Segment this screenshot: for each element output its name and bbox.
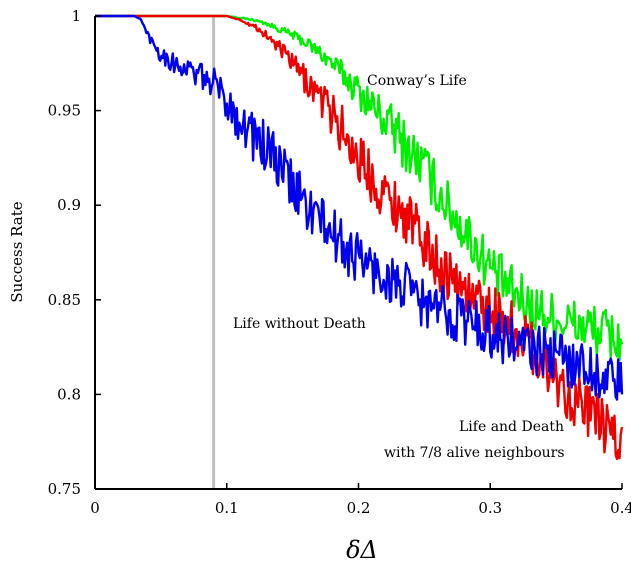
x-tick-label: 0.3: [478, 499, 502, 517]
annotation-life-without-death: Life without Death: [233, 316, 366, 332]
series-layer: [95, 14, 624, 461]
ticks-layer: 0 0.1 0.2 0.3 0.4 0.75 0.8 0.85 0.9 0.95 1: [48, 7, 631, 517]
y-tick-label: 0.9: [57, 196, 81, 214]
y-tick-label: 1: [71, 7, 81, 25]
y-tick-label: 0.75: [48, 480, 81, 498]
x-tick-label: 0.1: [215, 499, 239, 517]
y-axis-title: Success Rate: [8, 201, 26, 302]
annotation-life-and-death: Life and Death: [459, 419, 564, 435]
x-axis-title: δΔ: [346, 536, 378, 563]
series-line-life-without-death: [95, 14, 624, 401]
x-tick-label: 0: [90, 499, 100, 517]
y-tick-label: 0.8: [57, 385, 81, 403]
annotation-alive-neighbours: with 7/8 alive neighbours: [384, 445, 565, 461]
annotation-conways-life: Conway’s Life: [367, 73, 467, 89]
y-tick-label: 0.85: [48, 291, 81, 309]
x-tick-label: 0.2: [347, 499, 371, 517]
y-tick-label: 0.95: [48, 102, 81, 120]
x-tick-label: 0.4: [610, 499, 631, 517]
